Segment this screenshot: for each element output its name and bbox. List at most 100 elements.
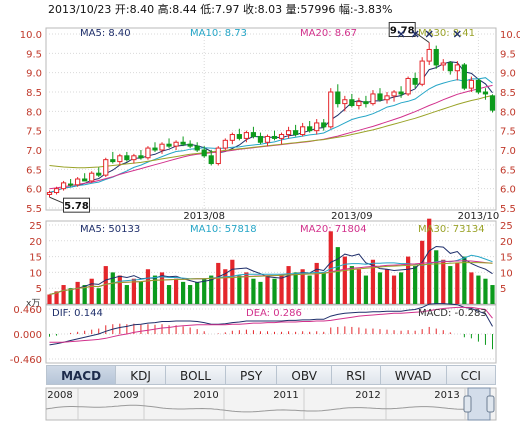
candle-body: [461, 64, 467, 89]
candle-body: [489, 95, 496, 111]
candle-body: [398, 91, 404, 95]
navigator-right-handle[interactable]: [486, 395, 495, 413]
volume-bar: [363, 275, 369, 304]
candle-body: [321, 122, 327, 128]
candle-body: [454, 64, 460, 72]
volume-bar: [216, 262, 221, 304]
navigator-year-label: 2010: [193, 390, 218, 401]
navigator-year-label: 2009: [113, 390, 138, 401]
price-ma5-line: [49, 61, 493, 193]
candle-body: [215, 147, 221, 165]
macd-y-tick: 0.000: [13, 330, 42, 341]
macd-value-label: DIF: 0.144: [52, 308, 103, 319]
volume-bar: [258, 281, 263, 304]
candle-body: [405, 77, 411, 95]
price-ma-label: MA10: 8.73: [190, 28, 247, 39]
volume-bar: [103, 266, 108, 304]
max-annotation-box: [388, 22, 416, 38]
candle-body: [426, 48, 432, 62]
price-y-tick-left: 8.0: [26, 107, 42, 118]
candle-body: [433, 48, 439, 66]
candle-body: [482, 91, 489, 95]
volume-bar: [131, 278, 136, 304]
candle-body: [124, 155, 130, 161]
volume-bar: [265, 275, 270, 304]
tab-kdj[interactable]: KDJ: [116, 365, 166, 385]
volume-bar: [314, 262, 319, 304]
min-annotation-leader: [49, 196, 64, 204]
volume-bar: [89, 278, 94, 304]
candle-body: [53, 188, 60, 194]
candle-body: [208, 155, 214, 165]
candle-body: [60, 182, 67, 190]
tab-obv[interactable]: OBV: [277, 365, 332, 385]
candle-body: [89, 172, 95, 182]
volume-bar: [342, 256, 347, 304]
candle-body: [222, 139, 228, 149]
volume-bar: [237, 275, 242, 304]
event-marker-icon: [453, 30, 461, 38]
volume-bar: [293, 272, 298, 304]
tab-macd[interactable]: MACD: [46, 365, 117, 385]
volume-bar: [117, 275, 122, 304]
quote-header: 2013/10/23 开:8.40 高:8.44 低:7.97 收:8.03 量…: [48, 2, 393, 16]
volume-bar: [202, 278, 207, 304]
volume-bar: [230, 259, 235, 304]
volume-bar: [244, 272, 249, 304]
candle-body: [257, 135, 264, 143]
navigator-left-handle[interactable]: [463, 395, 472, 413]
event-marker-icon: [425, 30, 433, 38]
volume-y-tick-right: 5: [500, 284, 506, 295]
price-y-tick-left: 7.5: [26, 127, 42, 138]
volume-bar: [370, 259, 376, 304]
volume-y-tick-left: 15: [29, 253, 42, 264]
volume-bar: [68, 288, 73, 304]
price-x-tick: 2013/09: [331, 211, 373, 222]
volume-bar: [82, 285, 87, 304]
volume-y-tick-right: 20: [500, 237, 513, 248]
macd-dea-line: [49, 306, 493, 343]
navigator-year-label: 2012: [355, 390, 380, 401]
navigator-sparkline: [45, 404, 469, 413]
candle-body: [131, 155, 137, 161]
price-y-tick-right: 10.0: [500, 30, 520, 41]
tab-psy[interactable]: PSY: [225, 365, 278, 385]
candle-body: [307, 126, 313, 132]
volume-bar: [420, 240, 425, 304]
volume-bar: [152, 275, 158, 304]
volume-bar: [251, 278, 256, 304]
volume-y-tick-right: 25: [500, 221, 513, 232]
volume-bar: [300, 269, 305, 304]
tab-cci[interactable]: CCI: [446, 365, 497, 385]
price-ma-label: MA30: 8.41: [418, 28, 475, 39]
volume-bar: [490, 285, 495, 304]
candle-body: [82, 178, 88, 182]
tab-boll[interactable]: BOLL: [165, 365, 226, 385]
min-annotation-label: 5.78: [64, 201, 89, 212]
price-y-tick-right: 8.5: [500, 88, 516, 99]
tab-wvad[interactable]: WVAD: [380, 365, 447, 385]
price-y-tick-right: 9.0: [500, 69, 516, 80]
candle-body: [110, 159, 116, 163]
candle-body: [419, 60, 425, 85]
macd-y-tick: -0.460: [10, 355, 42, 366]
price-y-tick-right: 8.0: [500, 107, 516, 118]
volume-ma-label: MA20: 71804: [300, 224, 367, 235]
volume-bar: [279, 275, 284, 304]
volume-bar: [166, 285, 172, 304]
price-y-tick-right: 7.0: [500, 146, 516, 157]
candle-body: [145, 147, 151, 159]
candle-body: [285, 130, 292, 136]
candle-body: [194, 145, 200, 151]
candle-body: [335, 91, 341, 105]
candle-body: [264, 135, 271, 143]
tab-rsi[interactable]: RSI: [332, 365, 381, 385]
candle-body: [468, 79, 474, 89]
candle-body: [475, 79, 482, 93]
candle-body: [68, 183, 74, 186]
price-panel-frame: [45, 27, 497, 211]
price-x-tick: 2013/10: [458, 211, 500, 222]
price-y-tick-left: 10.0: [20, 30, 42, 41]
candle-body: [180, 141, 186, 145]
min-annotation-box: [63, 197, 91, 213]
